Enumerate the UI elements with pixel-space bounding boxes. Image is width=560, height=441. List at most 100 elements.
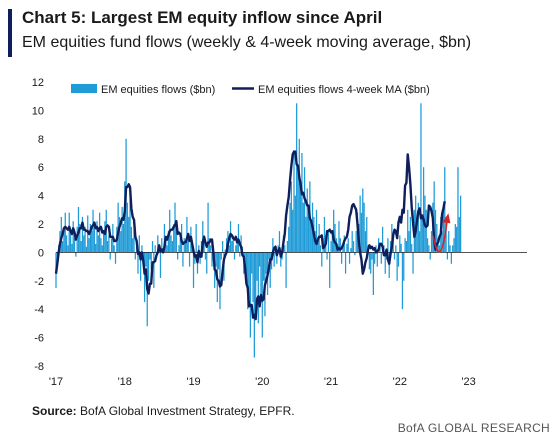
flow-bar [106,241,109,253]
flow-bar [364,231,367,253]
flow-bar [161,238,163,253]
flow-bar [457,167,459,253]
flow-bar [376,252,378,267]
flow-bar [285,252,287,288]
ma-line-series [54,150,446,321]
y-tick-label: -6 [34,333,44,345]
flow-bar [290,181,292,253]
flow-bar [255,252,257,317]
flow-bar [141,245,143,253]
flow-bar [85,246,88,253]
chart-title: Chart 5: Largest EM equity inflow since … [22,8,383,27]
flow-bar [294,195,296,253]
x-tick-label: '20 [255,376,269,388]
flow-bar [221,241,224,253]
flow-bar [245,252,248,281]
x-tick-label: '21 [324,376,338,388]
flow-bar [428,245,430,253]
flow-bar [113,245,115,253]
flow-bar [326,252,328,260]
flow-bar [157,235,159,253]
flow-bar [422,167,425,253]
flow-bar [81,216,84,253]
flow-bar [448,231,450,253]
flow-bar [145,252,147,267]
x-tick-label: '18 [118,376,132,388]
flow-bar [232,235,234,253]
flow-bar [183,238,185,253]
flow-bar [395,245,397,253]
flow-bar [372,252,374,295]
flow-bar [219,252,221,310]
flow-bar [380,252,382,264]
flow-bar [150,252,152,270]
flow-bar [149,252,151,260]
flow-bar [235,245,237,253]
flow-bar [276,252,278,264]
flow-bar [388,252,390,278]
flow-bar [154,245,156,253]
flow-bar [419,231,421,253]
flow-bar [68,212,70,253]
flow-bar [323,216,326,253]
flow-bar [247,252,249,310]
flow-bar [175,224,177,253]
flow-bar [128,216,130,253]
flow-bar [177,252,179,260]
flow-bar [208,238,211,253]
flow-bar [360,212,363,253]
flow-bar [167,231,170,253]
flow-bar [411,243,413,253]
flow-bar [317,241,319,253]
flow-bar [433,181,435,253]
flow-bar [408,231,410,253]
x-axis: '17 '18 '19 '20 '21 '22 '23 [49,376,476,388]
flow-bar [459,195,462,253]
flow-bar [109,252,111,260]
flow-bar [252,252,254,303]
flow-bar [239,252,241,257]
flow-bar [339,238,341,253]
flow-bar [220,252,222,260]
flow-bar [351,231,353,253]
flow-bar [260,252,262,295]
flow-bar [327,231,330,253]
legend-label-bars: EM equities flows ($bn) [101,84,215,96]
flow-bar [307,209,310,253]
source-note: Source: BofA Global Investment Strategy,… [32,404,295,418]
flow-bar [420,103,422,253]
flow-bar [441,231,443,253]
flow-bar [137,252,139,274]
flow-bar [306,188,308,253]
flow-bar [121,206,123,253]
flow-bar [120,231,122,253]
flow-bar [334,224,336,253]
flow-bar [288,226,290,253]
y-tick-label: 10 [32,105,44,117]
flow-bar [151,241,154,253]
flow-bar [305,216,307,253]
flow-bar [449,245,451,253]
flow-bar [374,252,376,264]
flow-bar [363,202,365,253]
flow-bar [453,238,455,253]
flow-bar [347,238,349,253]
flow-bar [218,252,220,270]
flow-bar [426,238,429,253]
flow-bar [331,231,333,253]
flow-bar [370,252,372,274]
flow-bar [80,241,82,253]
source-label: Source: [32,404,77,418]
flow-bar [248,252,250,298]
flow-bar [262,252,265,281]
flow-bar [76,226,78,253]
flow-bar [401,252,404,310]
flow-bar [389,241,392,253]
flow-bar [384,252,386,274]
flow-bar [261,252,263,338]
flow-bar [101,245,103,253]
flow-bar [194,252,196,264]
flow-bar [368,252,371,270]
flow-bar [446,252,449,260]
flow-bar [64,212,66,253]
